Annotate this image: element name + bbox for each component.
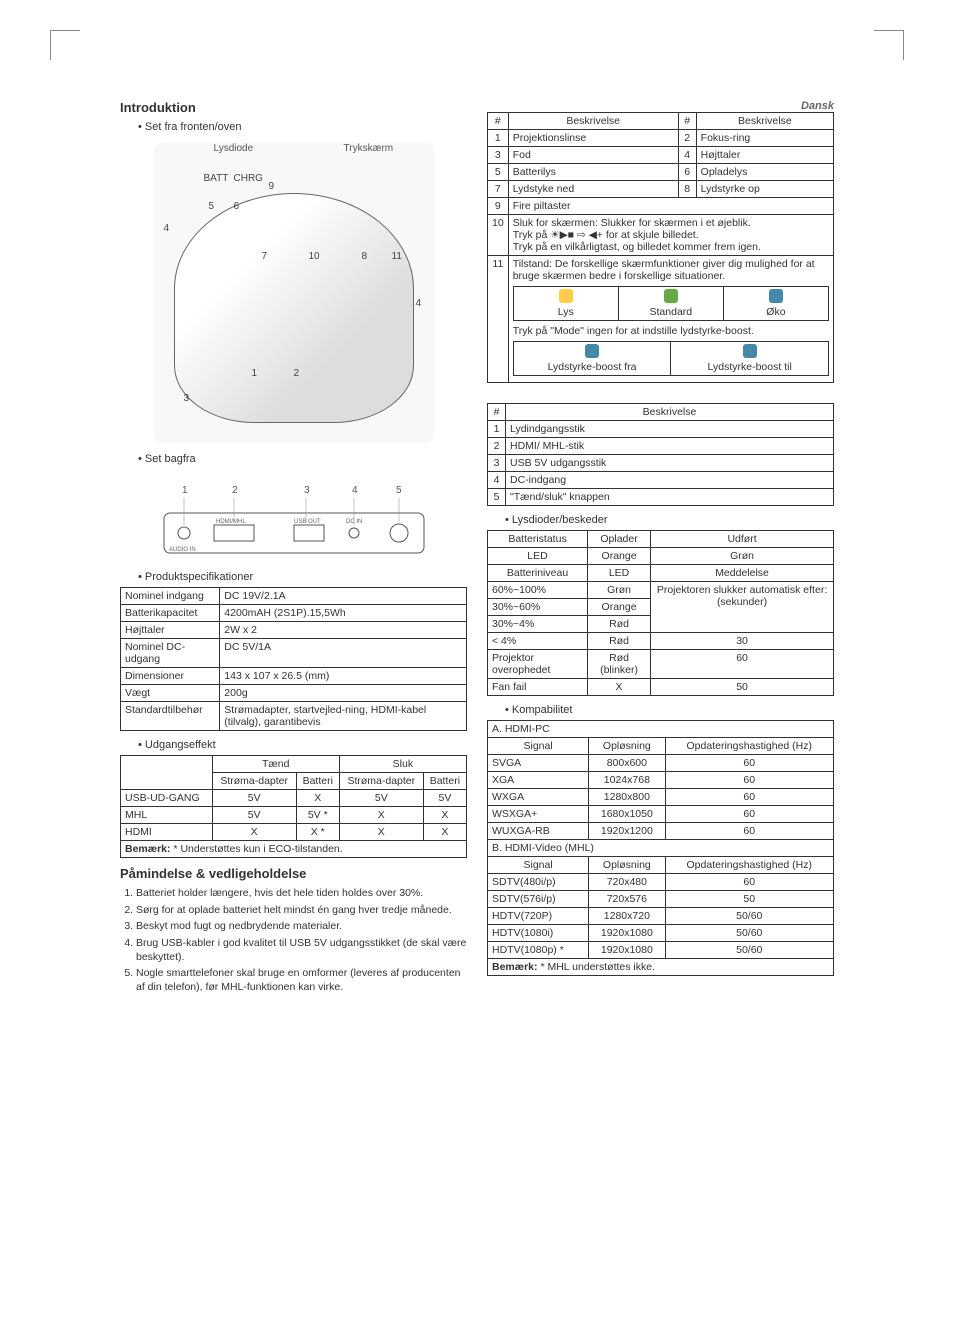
compat-table: A. HDMI-PC SignalOpløsningOpdateringshas… (487, 720, 834, 976)
batt-label: BATT (204, 173, 229, 184)
intro-title: Introduktion (120, 100, 467, 115)
reminder-title: Påmindelse & vedligeholdelse (120, 866, 467, 881)
trykskaerm-label: Trykskærm (344, 143, 394, 154)
spec-table: Nominel indgangDC 19V/2.1A Batterikapaci… (120, 587, 467, 731)
svg-text:2: 2 (232, 485, 238, 496)
led-title: Lysdioder/beskeder (505, 514, 834, 526)
view-front-label: Set fra fronten/oven (138, 121, 467, 133)
view-rear-label: Set bagfra (138, 453, 467, 465)
svg-text:4: 4 (352, 485, 358, 496)
svg-text:AUDIO IN: AUDIO IN (169, 547, 196, 553)
spec-title: Produktspecifikationer (138, 571, 467, 583)
parts-table-2: #Beskrivelse 1Lydindgangsstik 2HDMI/ MHL… (487, 403, 834, 506)
svg-text:DC IN: DC IN (346, 519, 362, 525)
svg-text:USB OUT: USB OUT (294, 519, 321, 525)
svg-text:HDMI/MHL: HDMI/MHL (216, 519, 246, 525)
lysdiode-label: Lysdiode (214, 143, 254, 154)
language-label: Dansk (487, 100, 834, 112)
reminder-list: Batteriet holder længere, hvis det hele … (136, 887, 467, 994)
chrg-label: CHRG (234, 173, 263, 184)
parts-table-1: #Beskrivelse#Beskrivelse 1Projektionslin… (487, 112, 834, 383)
led-table: BatteristatusOpladerUdført LEDOrangeGrøn… (487, 530, 834, 696)
output-title: Udgangseffekt (138, 739, 467, 751)
svg-text:5: 5 (396, 485, 402, 496)
rear-diagram: 1 2 3 4 5 AUDIO IN HDMI/MHL USB OUT DC I… (154, 473, 434, 563)
svg-text:1: 1 (182, 485, 188, 496)
compat-title: Kompabilitet (505, 704, 834, 716)
output-table: TændSluk Strøma-dapterBatteriStrøma-dapt… (120, 755, 467, 858)
front-diagram: Lysdiode Trykskærm BATT CHRG 5 6 9 4 7 1… (154, 143, 434, 443)
svg-text:3: 3 (304, 485, 310, 496)
